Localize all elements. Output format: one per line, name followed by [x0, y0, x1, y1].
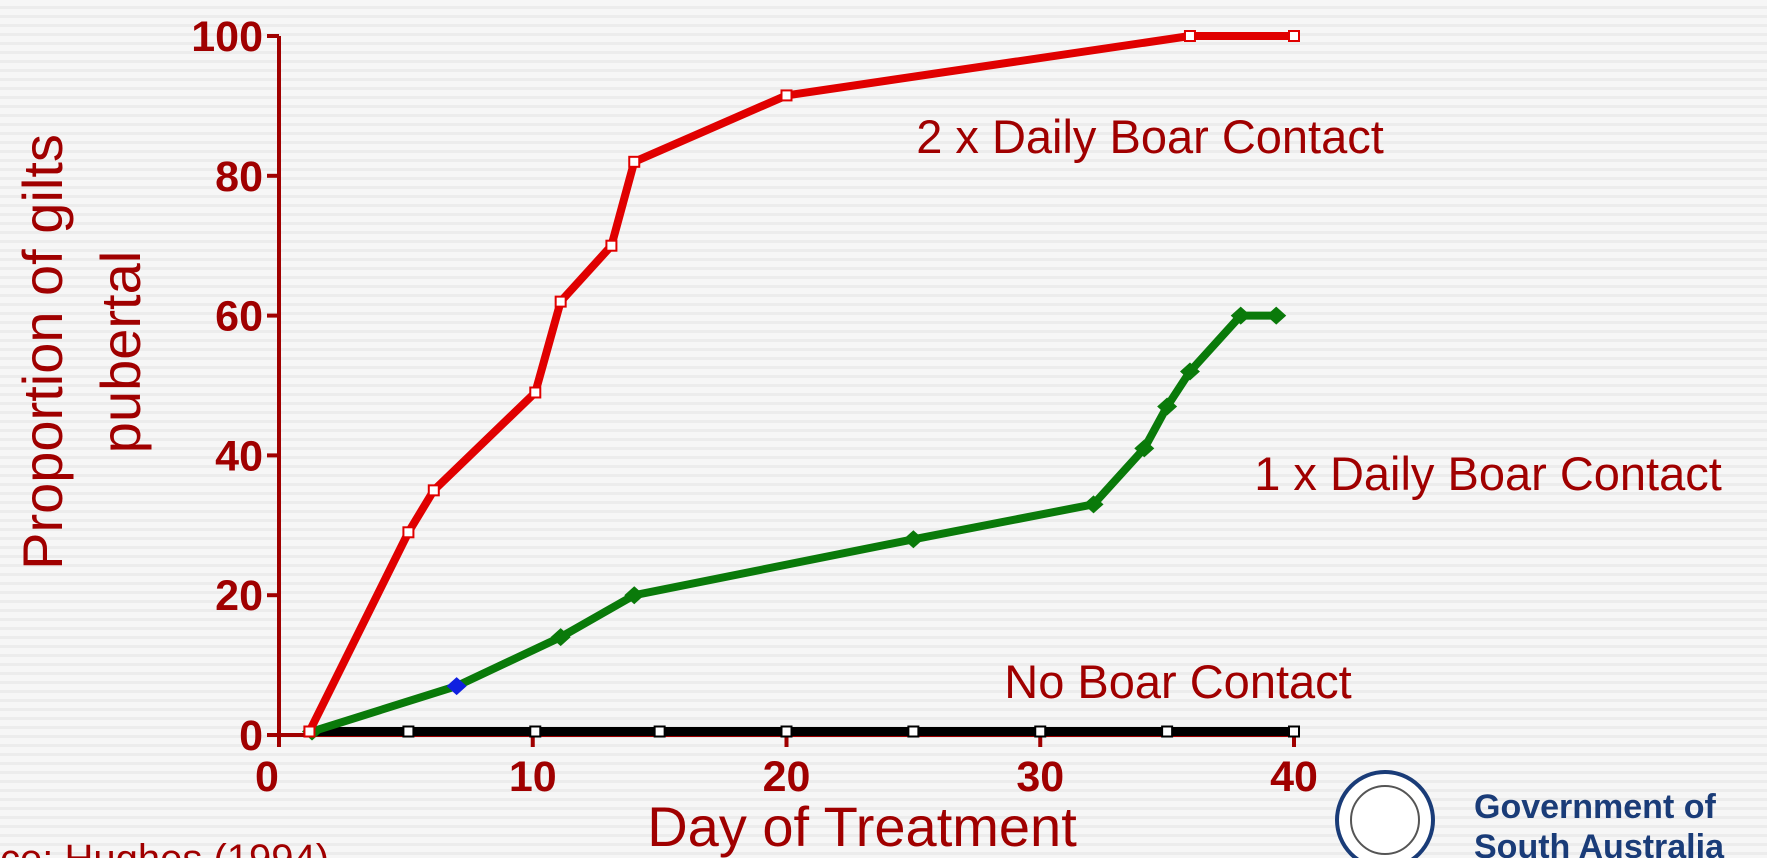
y-tick-label: 80: [215, 153, 263, 201]
point: [529, 386, 542, 399]
point: [624, 586, 645, 605]
point: [402, 526, 415, 539]
point: [427, 484, 440, 497]
series-label: 1 x Daily Boar Contact: [1254, 447, 1722, 500]
point: [1134, 439, 1155, 458]
point: [550, 628, 571, 647]
point: [1288, 30, 1300, 42]
y-axis-title: Proportion of gilts: [11, 134, 74, 570]
y-tick-label: 60: [215, 293, 263, 341]
point: [402, 725, 415, 738]
x-tick-label: 30: [1016, 753, 1064, 801]
point: [1183, 30, 1196, 42]
point: [907, 725, 920, 738]
point: [903, 530, 924, 549]
x-tick-label: 0: [255, 753, 279, 801]
logo-text: Government of: [1474, 788, 1716, 826]
logo: Government of South Australia: [1335, 770, 1725, 858]
y-tick-label: 20: [215, 572, 263, 620]
x-tick-label: 10: [509, 753, 557, 801]
point: [1266, 306, 1287, 325]
point: [1288, 725, 1300, 738]
y-axis-title: pubertal: [89, 251, 152, 453]
y-tick-label: 100: [191, 13, 263, 61]
point: [605, 239, 618, 252]
point: [628, 155, 641, 168]
source-note: ce: Hughes (1994): [0, 837, 329, 858]
logo-emblem: [1350, 785, 1420, 855]
series-label: 2 x Daily Boar Contact: [916, 110, 1384, 163]
x-tick-label: 20: [763, 753, 811, 801]
logo-text: South Australia: [1474, 828, 1725, 858]
x-axis-title: Day of Treatment: [647, 795, 1077, 858]
x-tick-label: 40: [1270, 753, 1318, 801]
y-tick-label: 40: [215, 432, 263, 480]
point: [554, 295, 567, 308]
point: [780, 89, 793, 102]
point: [1179, 362, 1200, 381]
point: [446, 677, 467, 696]
point: [1161, 725, 1174, 738]
y-tick-label: 0: [239, 712, 263, 760]
logo-emblem: [1335, 770, 1435, 858]
point: [1083, 495, 1104, 514]
series-line: [305, 32, 1294, 734]
point: [653, 725, 666, 738]
point: [1034, 725, 1047, 738]
point: [303, 725, 316, 738]
point: [1157, 397, 1178, 416]
series-label: No Boar Contact: [1004, 655, 1351, 708]
point: [529, 725, 542, 738]
point: [1230, 306, 1251, 325]
point: [780, 725, 793, 738]
